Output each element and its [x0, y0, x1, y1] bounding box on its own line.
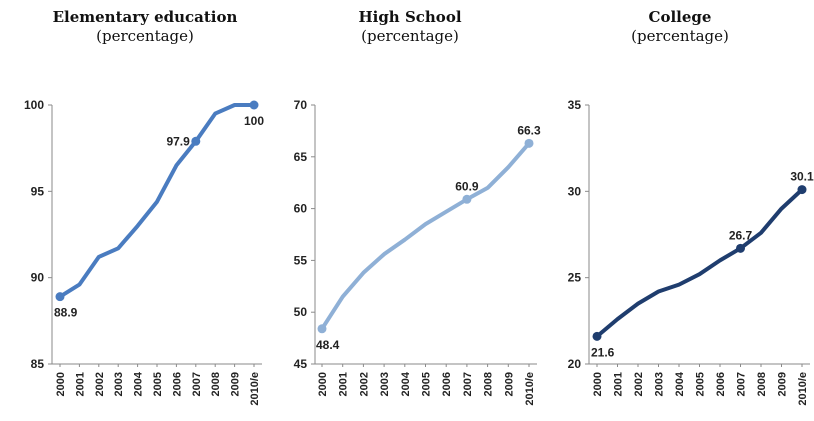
chart-panel-high-school: High School (percentage) 45 50 55 60 65 70 200… — [270, 0, 545, 421]
y-tick-label: 90 — [31, 271, 45, 285]
x-tick-label: 2003 — [654, 372, 666, 396]
x-tick-label: 2001 — [613, 372, 625, 396]
x-tick-label: 2000 — [317, 372, 329, 396]
chart-title-block: High School (percentage) — [290, 8, 530, 46]
x-tick-label: 2010/e — [249, 372, 261, 406]
y-tick-label: 25 — [568, 271, 582, 285]
chart-panel-college: College (percentage) 20 25 30 35 2000 2001 200… — [545, 0, 814, 421]
data-label: 60.9 — [455, 179, 479, 193]
data-label: 21.6 — [591, 345, 615, 359]
chart-panel-elementary: Elementary education (percentage) 85 90 95… — [0, 0, 270, 421]
x-tick-label: 2008 — [756, 372, 768, 396]
chart-title: High School — [358, 8, 462, 26]
x-tick-label: 2009 — [230, 372, 242, 396]
x-tick-label: 2009 — [503, 372, 515, 396]
y-tick-label: 60 — [294, 202, 308, 216]
series-line — [320, 141, 531, 331]
x-tick-label: 2004 — [674, 371, 686, 396]
x-tick-label: 2006 — [715, 372, 727, 396]
chart-title-block: Elementary education (percentage) — [30, 8, 260, 46]
line-chart-svg: 45 50 55 60 65 70 2000 2001 2002 2003 2004 2005 2006… — [294, 98, 541, 406]
data-point — [191, 136, 201, 146]
x-tick-label: 2003 — [379, 372, 391, 396]
y-tick-label: 85 — [31, 357, 45, 371]
x-tick-label: 2002 — [358, 372, 370, 396]
data-point — [592, 331, 602, 341]
x-tick-label: 2002 — [633, 372, 645, 396]
x-tick-label: 2007 — [462, 372, 474, 396]
y-tick-label: 55 — [294, 253, 308, 267]
x-tick-label: 2003 — [113, 372, 125, 396]
x-tick-label: 2010/e — [797, 372, 809, 406]
data-point — [249, 100, 259, 110]
data-point — [55, 292, 65, 302]
line-chart-svg: 85 90 95 100 2000 2001 2002 2003 2004 2005 2006 200… — [24, 98, 264, 406]
y-tick-label: 45 — [294, 357, 308, 371]
chart-subtitle: (percentage) — [631, 27, 729, 45]
x-tick-label: 2001 — [338, 372, 350, 396]
x-tick-label: 2004 — [133, 371, 145, 396]
chart-subtitle: (percentage) — [361, 27, 459, 45]
chart-title: College — [648, 8, 712, 26]
x-tick-label: 2002 — [94, 372, 106, 396]
x-tick-label: 2010/e — [524, 372, 536, 406]
x-tick-label: 2008 — [483, 372, 495, 396]
x-tick-label: 2004 — [400, 371, 412, 396]
y-tick-label: 35 — [568, 98, 582, 112]
x-tick-label: 2008 — [210, 372, 222, 396]
data-label: 97.9 — [166, 134, 190, 148]
data-point — [736, 243, 745, 253]
chart-title-block: College (percentage) — [565, 8, 795, 46]
x-tick-label: 2000 — [55, 372, 67, 396]
data-label: 26.7 — [729, 228, 753, 242]
x-tick-label: 2005 — [695, 372, 707, 396]
x-tick-label: 2005 — [421, 372, 433, 396]
y-tick-label: 50 — [294, 305, 308, 319]
data-point — [797, 185, 807, 195]
chart-title: Elementary education — [52, 8, 238, 26]
series-line — [58, 103, 256, 299]
chart-subtitle: (percentage) — [96, 27, 194, 45]
x-tick-label: 2006 — [441, 372, 453, 396]
data-label: 30.1 — [790, 170, 814, 184]
y-tick-label: 95 — [31, 184, 45, 198]
series-line — [595, 187, 804, 339]
x-tick-label: 2007 — [736, 372, 748, 396]
data-point — [317, 324, 327, 334]
data-label: 100 — [244, 114, 264, 128]
x-tick-label: 2006 — [171, 372, 183, 396]
y-tick-label: 65 — [294, 150, 308, 164]
data-point — [462, 194, 472, 204]
y-tick-label: 20 — [568, 357, 582, 371]
y-tick-label: 30 — [568, 184, 582, 198]
y-tick-label: 100 — [24, 98, 44, 112]
x-tick-label: 2005 — [152, 372, 164, 396]
x-tick-label: 2007 — [191, 372, 203, 396]
line-chart-svg: 20 25 30 35 2000 2001 2002 2003 2004 2005 2006 2007… — [568, 98, 814, 406]
x-tick-label: 2009 — [777, 372, 789, 396]
x-tick-label: 2000 — [592, 372, 604, 396]
x-tick-label: 2001 — [74, 372, 86, 396]
data-label: 88.9 — [54, 306, 78, 320]
data-label: 66.3 — [517, 123, 541, 137]
data-label: 48.4 — [316, 338, 340, 352]
data-point — [524, 138, 534, 148]
y-tick-label: 70 — [294, 98, 308, 112]
